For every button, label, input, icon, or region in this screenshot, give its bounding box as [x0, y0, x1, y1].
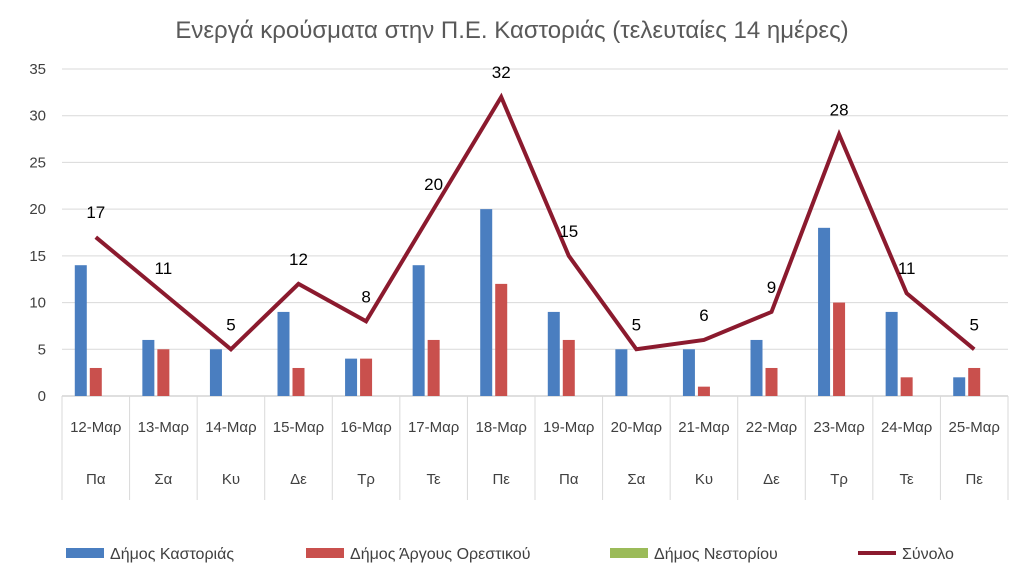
- bar: [412, 265, 425, 396]
- data-label: 5: [226, 315, 235, 334]
- data-label: 6: [699, 306, 708, 325]
- x-tick-label: 14-Μαρ: [205, 419, 256, 436]
- y-tick-label: 20: [29, 201, 46, 218]
- bar: [953, 377, 966, 396]
- bar: [885, 311, 898, 396]
- bar: [765, 367, 778, 396]
- gridlines: [62, 68, 1008, 350]
- bar: [697, 386, 710, 396]
- legend-swatch: [66, 548, 104, 558]
- bar: [360, 358, 373, 396]
- data-label: 9: [767, 278, 776, 297]
- x-day-label: Πε: [965, 471, 983, 488]
- x-day-label: Κυ: [695, 471, 713, 488]
- bar: [818, 227, 831, 396]
- data-label: 8: [361, 287, 370, 306]
- bar: [615, 349, 628, 396]
- y-tick-label: 25: [29, 154, 46, 171]
- bar: [427, 339, 440, 396]
- y-tick-label: 35: [29, 61, 46, 78]
- x-tick-label: 20-Μαρ: [611, 419, 662, 436]
- data-label: 32: [492, 63, 511, 82]
- bar: [209, 349, 222, 396]
- bar: [900, 377, 913, 396]
- data-label: 5: [632, 315, 641, 334]
- y-tick-label: 30: [29, 108, 46, 125]
- chart-title: Ενεργά κρούσματα στην Π.Ε. Καστοριάς (τε…: [175, 17, 848, 44]
- x-day-label: Πα: [559, 471, 579, 488]
- bar: [142, 339, 155, 396]
- x-tick-label: 12-Μαρ: [70, 419, 121, 436]
- legend: Δήμος Καστοριάς Δήμος Άργους Ορεστικού Δήμ…: [66, 546, 954, 563]
- total-line: [94, 92, 976, 352]
- data-label: 12: [289, 250, 308, 269]
- x-tick-label: 17-Μαρ: [408, 419, 459, 436]
- bar: [89, 367, 102, 396]
- x-day-label: Δε: [763, 471, 780, 488]
- x-tick-label: 18-Μαρ: [476, 419, 527, 436]
- bar: [833, 302, 846, 396]
- x-tick-label: 25-Μαρ: [949, 419, 1000, 436]
- bar: [277, 311, 290, 396]
- y-tick-label: 5: [38, 341, 46, 358]
- x-day-label: Δε: [290, 471, 307, 488]
- x-axis: 12-Μαρ Πα 13-Μαρ Σα 14-Μαρ Κυ 15-Μαρ Δε 16-Μαρ Τρ…: [61, 395, 1009, 500]
- legend-label: Σύνολο: [902, 546, 954, 563]
- x-tick-label: 13-Μαρ: [138, 419, 189, 436]
- bar: [750, 339, 763, 396]
- x-tick-label: 24-Μαρ: [881, 419, 932, 436]
- data-label: 15: [559, 222, 578, 241]
- data-labels: 17 11 5 12 8 20 32 15 5 6 9 28 11 5: [86, 63, 979, 334]
- x-day-label: Σα: [627, 471, 645, 488]
- x-day-label: Τε: [900, 471, 915, 488]
- x-day-label: Τε: [427, 471, 442, 488]
- legend-label: Δήμος Άργους Ορεστικού: [350, 546, 530, 563]
- bar: [74, 265, 87, 396]
- data-label: 28: [830, 100, 849, 119]
- x-day-label: Κυ: [222, 471, 240, 488]
- legend-label: Δήμος Καστοριάς: [110, 546, 234, 563]
- data-label: 17: [86, 203, 105, 222]
- x-day-label: Πε: [492, 471, 510, 488]
- bar: [292, 367, 305, 396]
- x-tick-label: 21-Μαρ: [678, 419, 729, 436]
- x-tick-label: 15-Μαρ: [273, 419, 324, 436]
- legend-swatch: [610, 548, 648, 558]
- legend-label: Δήμος Νεστορίου: [654, 546, 778, 563]
- data-label: 11: [898, 259, 916, 278]
- y-tick-label: 15: [29, 248, 46, 265]
- total-series-line: [94, 92, 976, 352]
- bar: [562, 339, 575, 396]
- y-tick-label: 0: [38, 388, 46, 405]
- y-axis: 0 5 10 15 20 25 30 35: [29, 61, 46, 405]
- bar: [157, 349, 170, 396]
- y-tick-label: 10: [29, 295, 46, 312]
- x-tick-label: 19-Μαρ: [543, 419, 594, 436]
- x-day-label: Πα: [86, 471, 106, 488]
- data-label: 5: [969, 315, 978, 334]
- bar: [547, 311, 560, 396]
- x-day-label: Τρ: [357, 471, 375, 488]
- bars: [74, 209, 981, 396]
- x-tick-label: 22-Μαρ: [746, 419, 797, 436]
- x-day-label: Σα: [154, 471, 172, 488]
- bar: [345, 358, 358, 396]
- data-label: 20: [424, 175, 443, 194]
- bar: [968, 367, 981, 396]
- bar: [480, 209, 493, 396]
- legend-swatch: [306, 548, 344, 558]
- data-label: 11: [155, 259, 173, 278]
- bar: [682, 349, 695, 396]
- bar: [495, 283, 508, 396]
- x-day-label: Τρ: [830, 471, 848, 488]
- x-tick-label: 23-Μαρ: [813, 419, 864, 436]
- x-tick-label: 16-Μαρ: [340, 419, 391, 436]
